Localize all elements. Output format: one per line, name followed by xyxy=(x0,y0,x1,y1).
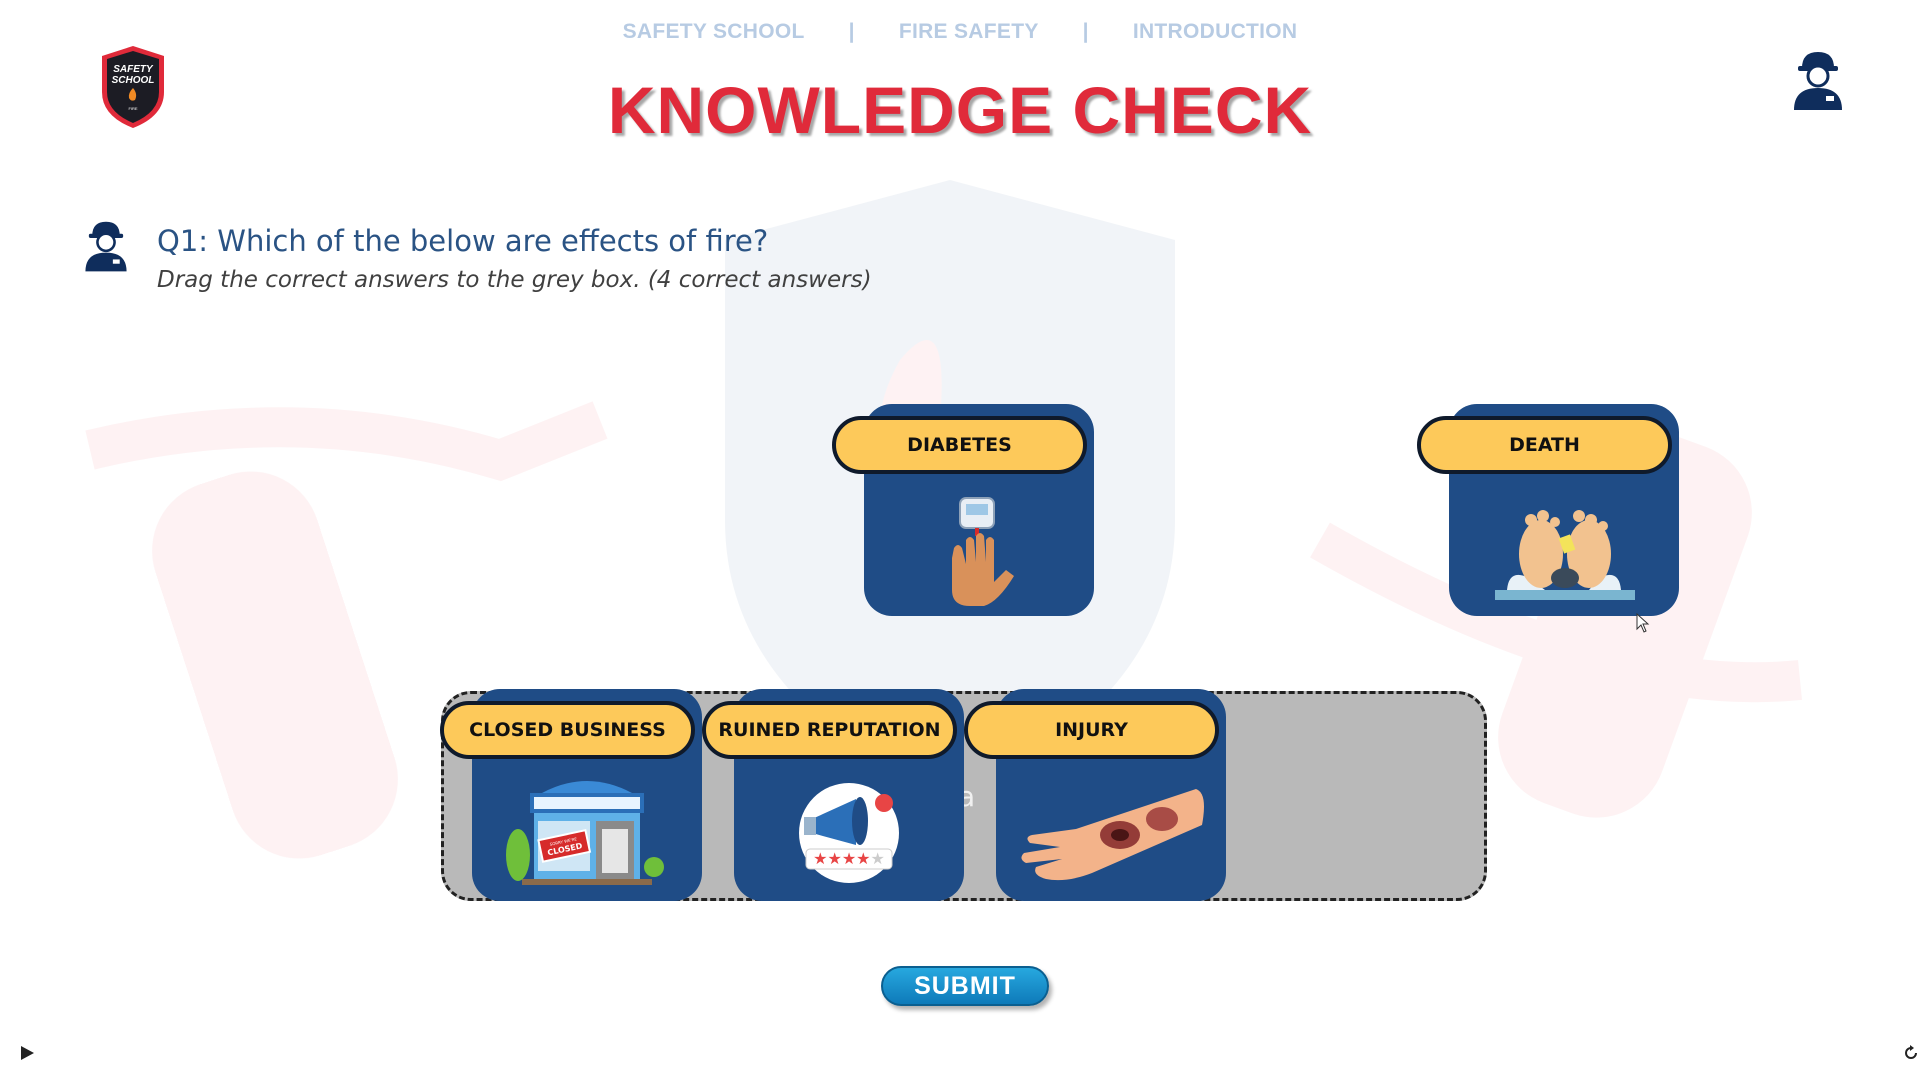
logo-text-fire: FIRE xyxy=(128,106,137,111)
breadcrumb-separator: | xyxy=(848,20,855,43)
question-instruction: Drag the correct answers to the grey box… xyxy=(157,267,872,293)
card-label: RUINED REPUTATION xyxy=(702,701,957,759)
closed-store-icon: SORRY WE'RE CLOSED xyxy=(506,781,664,885)
answer-card-ruined-reputation[interactable]: ★★★★★ RUINED REPUTATION xyxy=(702,689,964,901)
logo-text-safety: SAFETY xyxy=(113,64,154,75)
breadcrumb: SAFETY SCHOOL | FIRE SAFETY | INTRODUCTION xyxy=(0,20,1920,44)
card-label: CLOSED BUSINESS xyxy=(440,701,695,759)
burned-arm-icon xyxy=(1021,789,1204,881)
card-label: INJURY xyxy=(964,701,1219,759)
firefighter-avatar-icon xyxy=(1794,52,1842,110)
answer-card-closed-business[interactable]: SORRY WE'RE CLOSED CLOSED BUSINESS xyxy=(440,689,702,901)
breadcrumb-item-safety-school: SAFETY SCHOOL xyxy=(622,20,805,43)
play-icon[interactable] xyxy=(18,1044,36,1062)
answer-card-injury[interactable]: INJURY xyxy=(964,689,1226,901)
logo-text-school: SCHOOL xyxy=(112,75,155,86)
page-title: KNOWLEDGE CHECK xyxy=(607,73,1313,147)
answer-card-death[interactable]: DEATH xyxy=(1417,404,1679,616)
replay-icon[interactable] xyxy=(1902,1044,1920,1062)
svg-text:★★★★★: ★★★★★ xyxy=(813,849,885,868)
safety-school-logo: SAFETY SCHOOL FIRE xyxy=(102,46,164,128)
feet-toe-tag-icon xyxy=(1495,510,1635,600)
breadcrumb-item-fire-safety: FIRE SAFETY xyxy=(898,20,1039,43)
firefighter-avatar-icon xyxy=(85,221,127,272)
breadcrumb-item-introduction: INTRODUCTION xyxy=(1132,20,1298,43)
answer-card-diabetes[interactable]: DIABETES xyxy=(832,404,1094,616)
svg-text:SORRY WE'RE: SORRY WE'RE xyxy=(549,836,577,847)
card-label: DIABETES xyxy=(832,416,1087,474)
submit-button[interactable]: SUBMIT xyxy=(881,966,1049,1006)
question-text: Q1: Which of the below are effects of fi… xyxy=(157,224,769,258)
breadcrumb-separator: | xyxy=(1082,20,1089,43)
mouse-cursor-icon xyxy=(1636,613,1650,633)
megaphone-rating-icon: ★★★★★ xyxy=(799,783,899,883)
card-label: DEATH xyxy=(1417,416,1672,474)
glucose-meter-icon xyxy=(952,497,1014,606)
